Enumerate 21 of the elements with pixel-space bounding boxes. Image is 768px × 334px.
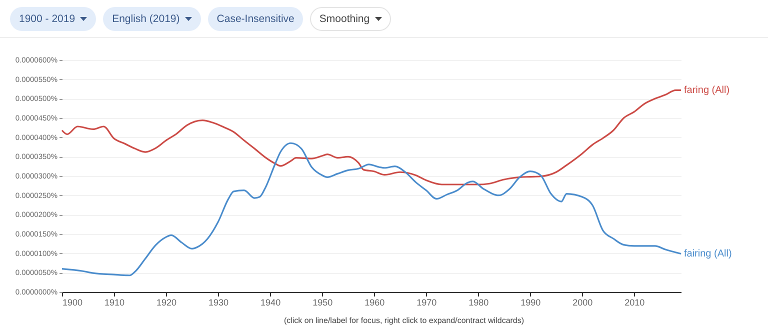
text: 1900 - 2019 [19, 12, 76, 24]
line-series [61, 142, 682, 276]
x-tick-label: 1910 [104, 298, 125, 308]
x-tick-label: 1950 [312, 298, 333, 308]
text: English (2019) [112, 12, 180, 24]
series-label: fairing (All) [684, 248, 732, 260]
series-label: faring (All) [684, 85, 730, 96]
x-tick-label: 1960 [364, 298, 385, 308]
x-tick-label: 1920 [156, 298, 177, 308]
x-tick-label: 2010 [624, 298, 645, 308]
text: (click on line/label for focus, right click to expand/contract wildcards) [282, 316, 526, 325]
text: Smoothing [319, 12, 370, 24]
x-tick-label: 1940 [260, 298, 281, 308]
x-tick-label: 1990 [520, 298, 541, 308]
x-tick-label: 1980 [468, 298, 489, 308]
x-tick-label: 1930 [208, 298, 229, 308]
x-tick-label: 1970 [416, 298, 437, 308]
x-tick-label: 1900 [62, 298, 83, 308]
line-series [61, 89, 682, 186]
text: Case-Insensitive [216, 12, 294, 24]
x-tick-label: 2000 [572, 298, 593, 308]
